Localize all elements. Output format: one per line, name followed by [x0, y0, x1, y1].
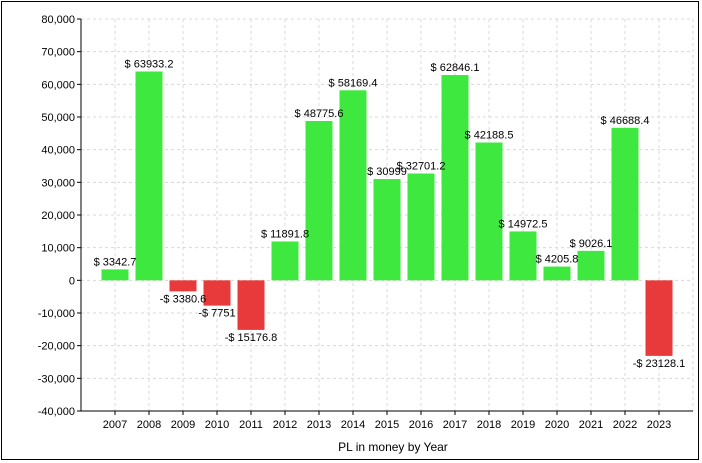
x-tick-label: 2018 [477, 419, 501, 431]
y-tick-label: 50,000 [41, 112, 75, 124]
bar-2021[interactable] [577, 250, 605, 281]
data-label-2020: $ 4205.8 [536, 254, 579, 266]
axes [77, 18, 693, 415]
x-tick-label: 2023 [647, 419, 671, 431]
y-tick-label: 0 [69, 275, 75, 287]
data-label-2010: -$ 7751 [198, 308, 235, 320]
y-tick-label: 30,000 [41, 177, 75, 189]
x-tick-label: 2012 [273, 419, 297, 431]
data-label-2022: $ 46688.4 [601, 115, 650, 127]
bar-2012[interactable] [271, 241, 299, 281]
data-label-2007: $ 3342.7 [94, 256, 137, 268]
data-label-2013: $ 48775.6 [295, 108, 344, 120]
data-label-2014: $ 58169.4 [329, 77, 378, 89]
x-tick-label: 2008 [137, 419, 161, 431]
x-tick-label: 2007 [103, 419, 127, 431]
x-tick-label: 2013 [307, 419, 331, 431]
data-labels: $ 3342.7 $ 63933.2 -$ 3380.6 -$ 7751 -$ 1517… [94, 58, 686, 369]
data-label-2009: -$ 3380.6 [160, 293, 206, 305]
bar-2007[interactable] [101, 269, 129, 281]
data-label-2019: $ 14972.5 [499, 218, 548, 230]
bar-2015[interactable] [373, 179, 401, 281]
x-tick-label: 2014 [341, 419, 365, 431]
bar-2020[interactable] [543, 266, 571, 281]
data-label-2018: $ 42188.5 [465, 130, 514, 142]
x-axis-title: PL in money by Year [338, 440, 448, 454]
bar-2017[interactable] [441, 75, 469, 281]
y-tick-label: -30,000 [38, 373, 75, 385]
data-label-2023: -$ 23128.1 [633, 358, 686, 370]
bar-2008[interactable] [135, 71, 163, 281]
bar-2016[interactable] [407, 173, 435, 281]
x-tick-label: 2021 [579, 419, 603, 431]
y-tick-label: 60,000 [41, 79, 75, 91]
x-tick-label: 2015 [375, 419, 399, 431]
x-tick-label: 2009 [171, 419, 195, 431]
y-tick-label: -40,000 [38, 406, 75, 418]
x-tick-label: 2010 [205, 419, 229, 431]
bar-2018[interactable] [475, 142, 503, 281]
y-tick-label: 70,000 [41, 47, 75, 59]
x-tick-label: 2016 [409, 419, 433, 431]
x-tick-labels: 2007 2008 2009 2010 2011 2012 2013 2014 2015 2016… [103, 419, 671, 431]
data-label-2012: $ 11891.8 [261, 228, 309, 240]
y-tick-label: 40,000 [41, 145, 75, 157]
bar-2009[interactable] [169, 280, 197, 292]
data-label-2011: -$ 15176.8 [225, 332, 278, 344]
data-label-2008: $ 63933.2 [125, 58, 174, 70]
bar-2019[interactable] [509, 231, 537, 281]
x-tick-label: 2019 [511, 419, 535, 431]
x-tick-label: 2020 [545, 419, 569, 431]
data-label-2017: $ 62846.1 [431, 62, 480, 74]
bars [101, 71, 673, 356]
bar-2010[interactable] [203, 280, 231, 306]
y-tick-label: 80,000 [41, 14, 75, 26]
data-label-2015: $ 30999 [367, 166, 407, 178]
bar-2023[interactable] [645, 280, 673, 356]
x-tick-label: 2011 [239, 419, 263, 431]
y-tick-label: 20,000 [41, 210, 75, 222]
bar-2014[interactable] [339, 90, 367, 281]
data-label-2021: $ 9026.1 [570, 238, 613, 250]
x-tick-label: 2017 [443, 419, 467, 431]
y-tick-labels: 80,000 70,000 60,000 50,000 40,000 30,000 20,0… [38, 14, 75, 418]
x-tick-label: 2022 [613, 419, 637, 431]
bar-2022[interactable] [611, 127, 639, 281]
bar-2011[interactable] [237, 280, 265, 330]
data-label-2016: $ 32701.2 [397, 161, 446, 173]
y-tick-label: 10,000 [41, 243, 75, 255]
y-tick-label: -20,000 [38, 341, 75, 353]
y-tick-label: -10,000 [38, 308, 75, 320]
bar-2013[interactable] [305, 120, 333, 281]
